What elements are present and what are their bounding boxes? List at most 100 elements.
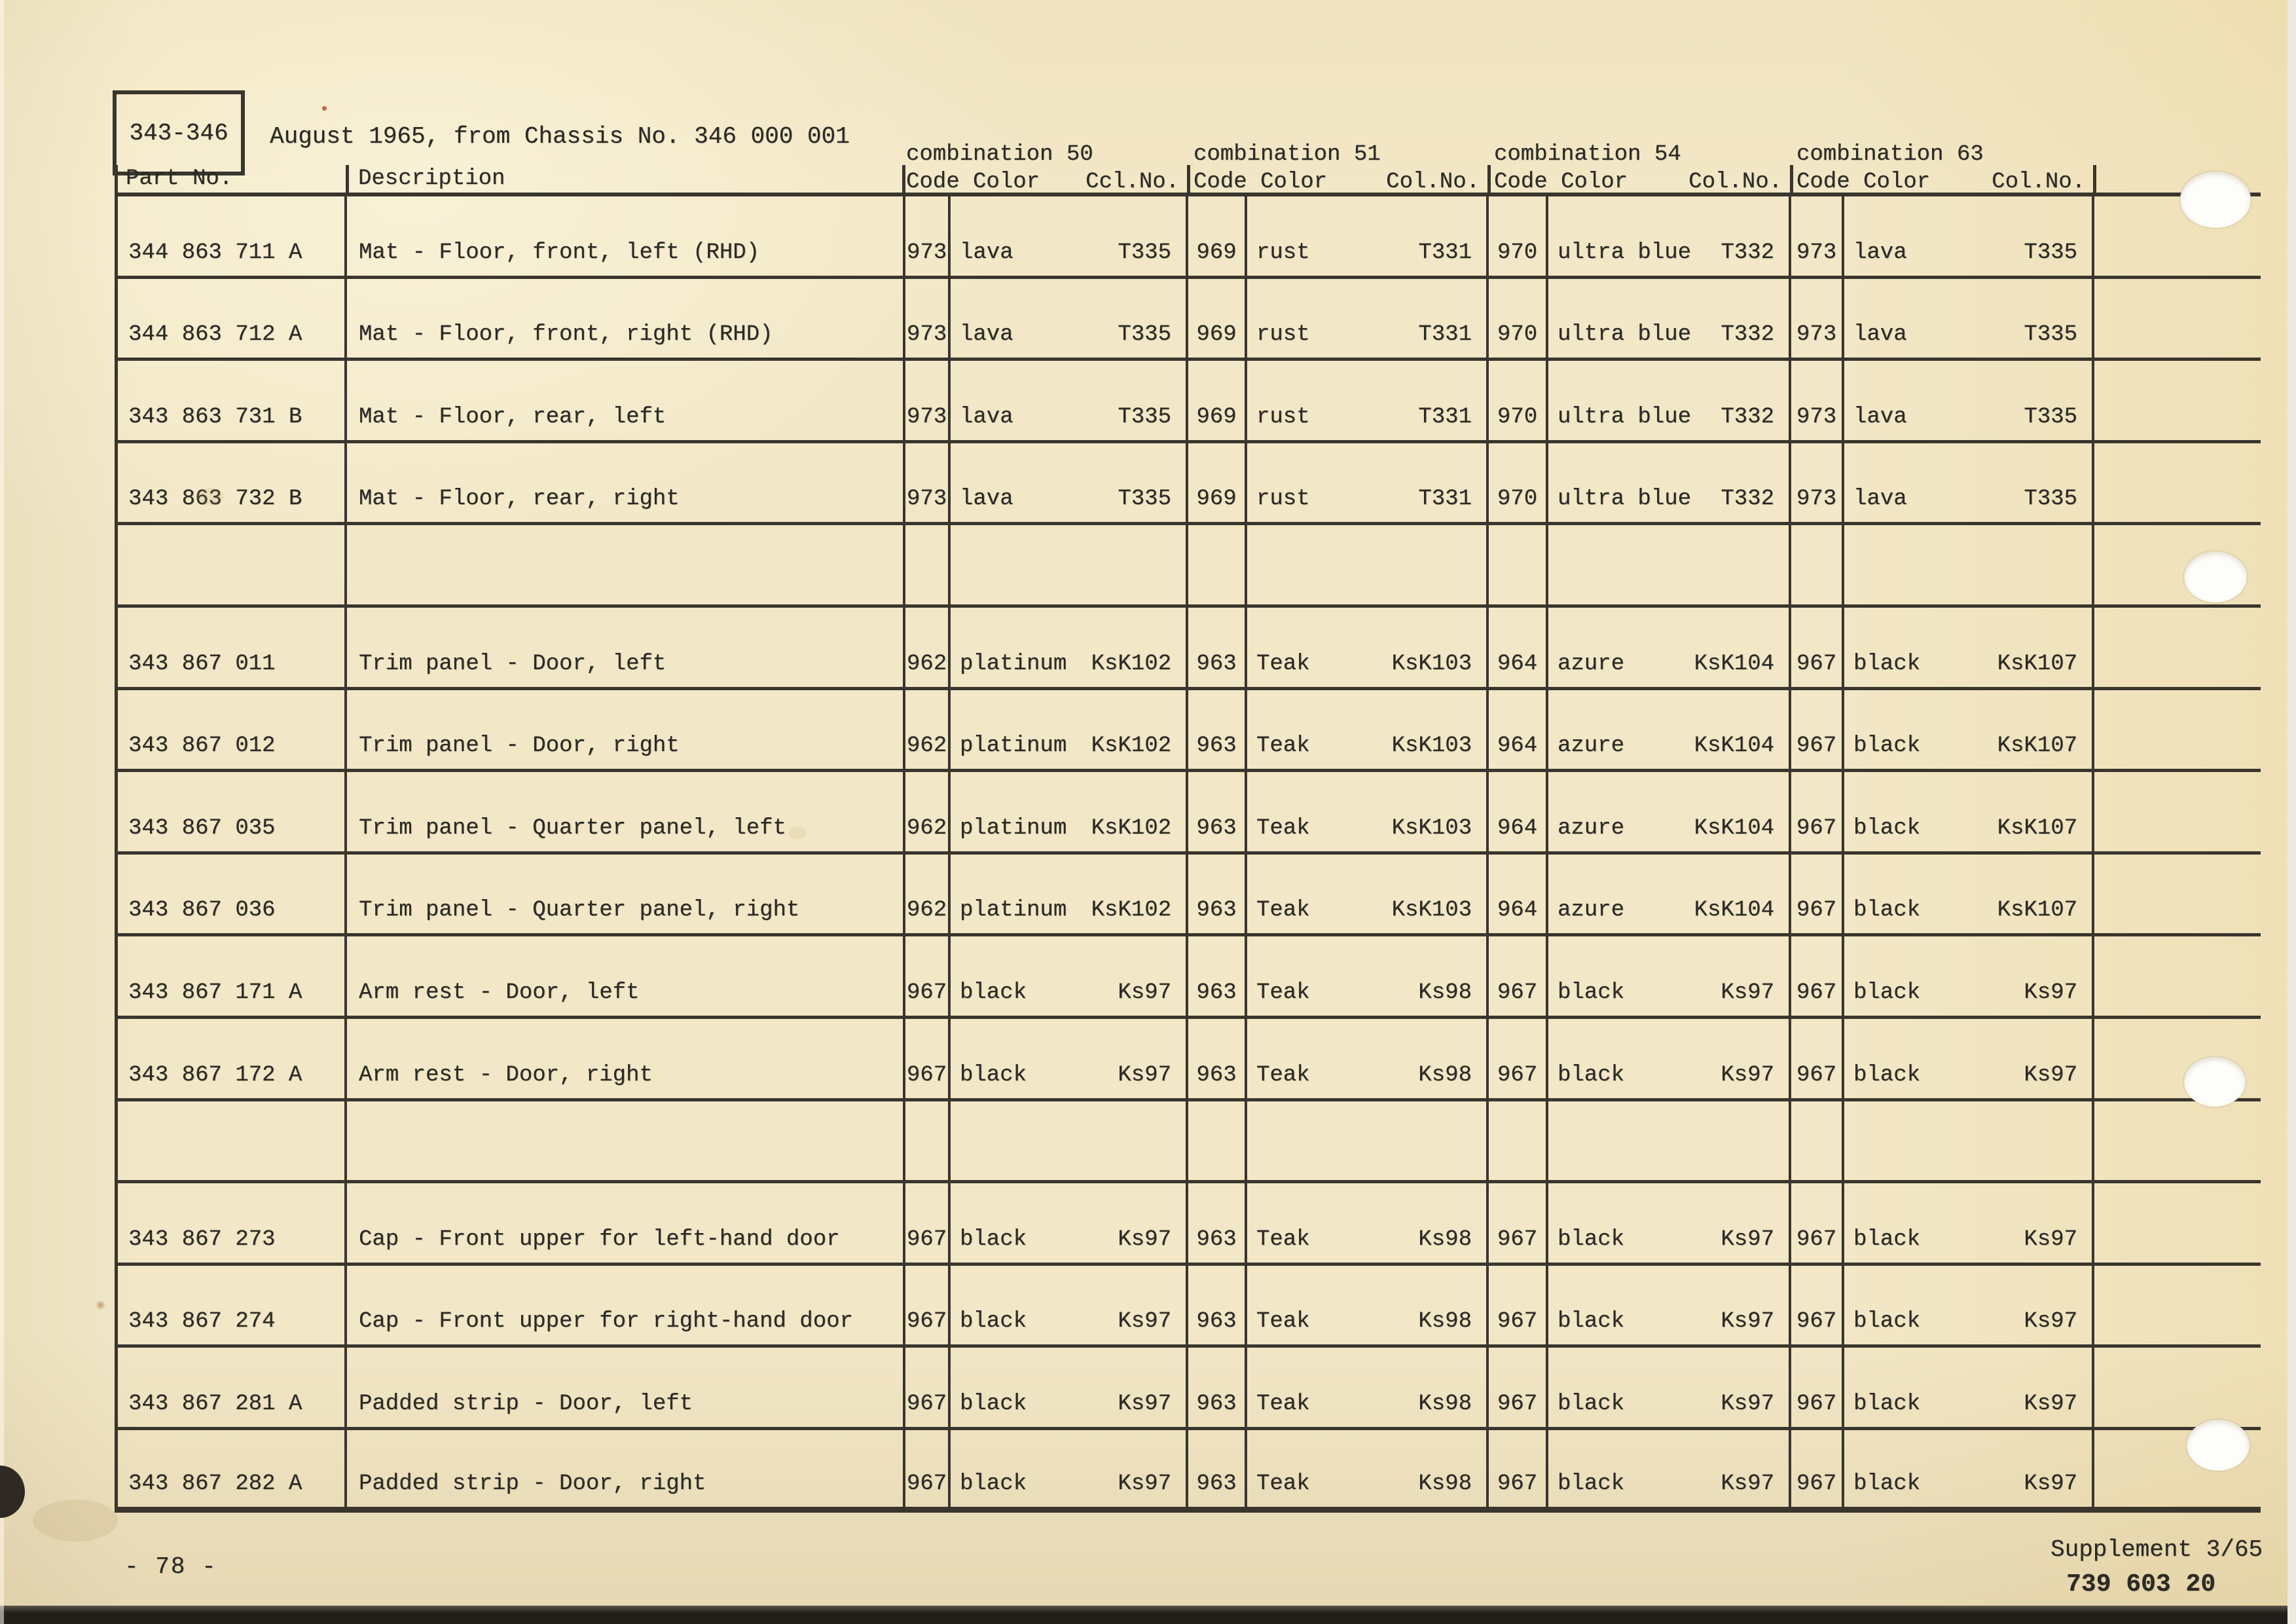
color-name: platinum [960,815,1067,841]
description-cell: Cap - Front upper for right-hand door [347,1265,905,1345]
color-name: Teak [1256,1062,1310,1088]
color-cell: black Ks97 [1548,1018,1791,1098]
color-name: Teak [1256,733,1310,759]
code-cell: 973 [1791,361,1844,440]
color-name: black [1558,1471,1625,1496]
color-cell: black Ks97 [1844,1348,2094,1427]
color-cell: black Ks97 [1844,1183,2094,1263]
part-no-cell: 343 867 036 [118,854,347,934]
code-cell: 970 [1489,196,1548,276]
color-cell [1548,525,1791,604]
code-cell: 964 [1489,607,1548,687]
description-cell: Mat - Floor, front, right (RHD) [347,278,905,358]
color-cell: black Ks97 [1844,1265,2094,1345]
col-no: KsK102 [1091,898,1171,923]
col-no: Ks98 [1418,1062,1472,1088]
code-cell: 963 [1188,854,1247,934]
group-subheader-col-no: Ccl.No. [1085,170,1179,194]
col-no: KsK107 [1997,733,2077,759]
color-name: Teak [1256,898,1310,923]
parts-table: 344 863 711 A Mat - Floor, front, left (R… [115,193,2261,1513]
part-no-cell: 344 863 711 A [118,196,347,276]
catalog-number: 739 603 20 [2066,1570,2216,1598]
code-cell: 973 [1791,443,1844,523]
header-tick [1187,165,1190,196]
color-name: rust [1256,322,1310,348]
color-cell: lava T335 [1844,196,2094,276]
code-cell: 973 [905,361,951,440]
code-cell: 963 [1188,1348,1247,1427]
punch-hole [2187,1420,2250,1471]
color-cell: lava T335 [951,278,1188,358]
part-no-cell: 343 867 282 A [118,1430,347,1507]
code-cell: 963 [1188,690,1247,769]
description-cell [347,525,905,604]
color-name: azure [1558,733,1625,759]
table-row: 343 867 281 A Padded strip - Door, left 96… [118,1348,2261,1430]
code-cell: 964 [1489,854,1548,934]
color-name: rust [1256,240,1310,265]
col-no: KsK103 [1391,815,1472,841]
col-no: Ks97 [1721,1227,1774,1252]
part-no-cell: 343 867 172 A [118,1018,347,1098]
group-subheader-code-color: Code Color [906,170,1040,194]
color-cell: black Ks97 [1548,1348,1791,1427]
col-no: KsK107 [1997,898,2077,923]
header-note: August 1965, from Chassis No. 346 000 00… [270,123,850,150]
col-no: Ks97 [2024,1227,2077,1252]
color-cell: rust T331 [1247,443,1489,523]
code-cell: 967 [1791,1265,1844,1345]
color-name: black [1853,1471,1921,1496]
color-cell: black Ks97 [1844,936,2094,1016]
color-name: azure [1558,651,1625,676]
color-name: lava [960,404,1013,430]
code-cell: 963 [1188,1183,1247,1263]
col-no: T332 [1721,404,1774,430]
part-no-cell: 343 867 274 [118,1265,347,1345]
code-cell: 967 [905,1018,951,1098]
column-header-part-no: Part No. [126,166,233,191]
description-cell: Arm rest - Door, right [347,1018,905,1098]
color-name: rust [1256,487,1310,512]
color-name: azure [1558,898,1625,923]
col-no: Ks98 [1418,980,1472,1005]
col-no: Ks98 [1418,1391,1472,1416]
col-no: T335 [2024,404,2077,430]
filler-cell [2094,279,2261,358]
color-name: lava [1853,404,1907,430]
color-name: Teak [1256,815,1310,841]
color-cell: Teak KsK103 [1247,854,1489,934]
code-cell: 963 [1188,607,1247,687]
color-cell: Teak Ks98 [1247,1018,1489,1098]
col-no: Ks97 [1721,980,1774,1005]
filler-cell [2094,855,2261,934]
description-cell [347,1101,905,1181]
group-header-combination-51: combination 51 Code Color Col.No. [1188,141,1487,196]
color-name: Teak [1256,1309,1310,1335]
color-cell [1844,1101,2094,1181]
col-no: Ks98 [1418,1227,1472,1252]
color-cell [951,1101,1188,1181]
color-name: black [1853,651,1921,676]
color-cell: ultra blue T332 [1548,443,1791,523]
group-title: combination 63 [1796,142,1984,167]
color-name: black [1853,898,1921,923]
color-cell: lava T335 [1844,278,2094,358]
group-title: combination 50 [906,142,1093,167]
filler-cell [2094,936,2261,1016]
code-cell: 964 [1489,690,1548,769]
col-no: Ks98 [1418,1309,1472,1335]
code-cell: 962 [905,772,951,851]
group-title: combination 51 [1194,142,1381,167]
table-row [118,1101,2261,1184]
part-no-cell: 343 867 011 [118,607,347,687]
col-no: T335 [1118,404,1171,430]
color-name: lava [1853,487,1907,512]
punch-hole [2180,172,2251,228]
color-cell: platinum KsK102 [951,690,1188,769]
code-cell: 964 [1489,772,1548,851]
col-no: Ks97 [2024,1391,2077,1416]
col-no: T331 [1418,404,1472,430]
filler-cell [2094,1183,2261,1263]
color-name: lava [1853,322,1907,348]
